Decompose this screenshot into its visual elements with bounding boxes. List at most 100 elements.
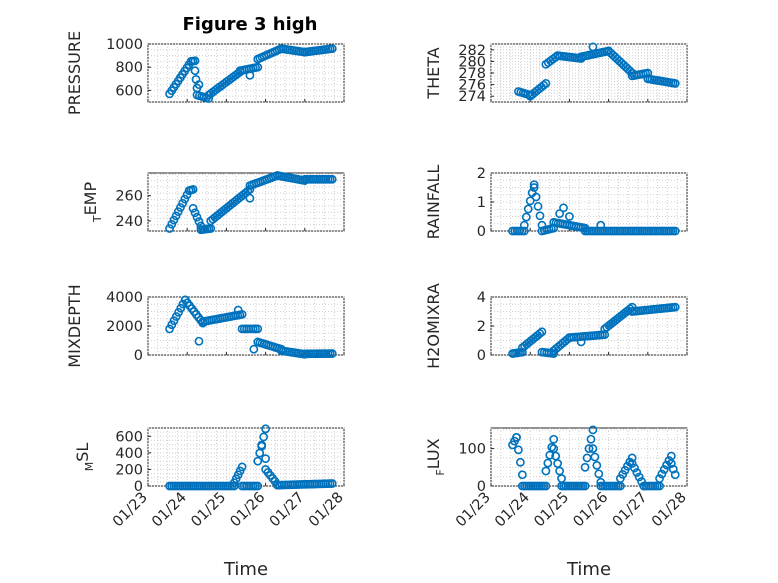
data-point [171, 211, 181, 221]
data-point [541, 466, 551, 476]
data-point [190, 208, 200, 218]
data-point [592, 461, 602, 470]
data-point [596, 220, 606, 230]
y-tick-label: 2000 [106, 319, 143, 335]
data-point [253, 456, 263, 466]
data-point [245, 70, 255, 80]
y-tick-label: 0 [477, 224, 486, 240]
y-axis-label: MSL [73, 443, 96, 472]
y-tick-label: 200 [115, 462, 143, 478]
data-point [537, 220, 547, 230]
y-tick-label: 1000 [106, 37, 143, 53]
y-tick-label: 600 [115, 429, 143, 445]
subplot-mixdepth: 0 2000 4000 MIXDEPTH [65, 284, 345, 368]
data-point [519, 226, 529, 236]
data-point [576, 337, 586, 347]
series-markers [165, 171, 337, 235]
data-point [657, 469, 667, 479]
data-point [327, 44, 337, 54]
data-point [659, 465, 669, 474]
data-point [257, 441, 267, 451]
data-point [549, 434, 559, 444]
y-axis-label: TEMP [81, 182, 104, 224]
subplot-rainfall: 0 1 2 RAINFALL [424, 165, 688, 240]
data-point [588, 444, 598, 453]
data-point [327, 174, 337, 184]
data-point [237, 462, 247, 472]
data-point [632, 468, 642, 477]
data-point [173, 207, 183, 217]
data-point [245, 184, 255, 194]
x-axis-label: Time [566, 559, 611, 580]
data-point [537, 327, 547, 337]
data-point [541, 79, 551, 88]
y-tick-label: 4 [477, 290, 486, 306]
data-point [549, 223, 559, 233]
grid [147, 427, 345, 487]
data-point [541, 481, 551, 491]
data-point [533, 201, 543, 211]
data-point [590, 452, 600, 462]
data-point [261, 424, 270, 434]
y-tick-label: 274 [458, 89, 486, 105]
data-point [245, 193, 255, 203]
data-point [529, 183, 539, 192]
data-point [194, 336, 204, 346]
data-point [588, 42, 598, 52]
data-point [584, 444, 594, 453]
data-point [630, 463, 639, 473]
y-tick-label: 276 [458, 78, 486, 94]
data-point [523, 204, 533, 214]
data-point [580, 462, 590, 472]
y-axis-label: H2OMIXRA [424, 283, 443, 369]
y-axis-label: PRESSURE [65, 31, 84, 115]
y-tick-label: 800 [115, 60, 143, 76]
series-markers [508, 180, 680, 236]
data-point [539, 80, 549, 90]
data-point [194, 80, 204, 89]
axes-box [147, 427, 345, 487]
data-point [670, 79, 680, 88]
data-point [233, 305, 243, 315]
data-point [535, 211, 545, 221]
series-markers [165, 295, 337, 359]
y-tick-label: 240 [115, 214, 143, 230]
y-tick-label: 282 [458, 43, 486, 59]
data-point [176, 203, 185, 212]
data-point [627, 453, 637, 463]
y-tick-label: 0 [477, 348, 486, 364]
data-point [521, 212, 531, 222]
data-point [580, 481, 590, 491]
data-point [670, 226, 680, 236]
subplot-terr-msl: 020040060001/2301/2401/2501/2601/2701/28… [73, 424, 347, 580]
data-point [512, 432, 521, 442]
data-point [559, 203, 568, 213]
series-markers [514, 42, 680, 101]
y-axis-label: RAINFALL [424, 165, 443, 240]
axes-box [490, 172, 688, 232]
grid [490, 43, 688, 103]
data-point [655, 474, 664, 483]
y-tick-label: 2 [477, 166, 486, 182]
data-point [204, 94, 214, 103]
data-point [525, 196, 535, 206]
y-tick-label: 600 [115, 83, 143, 99]
data-point [586, 434, 596, 444]
data-point [190, 56, 200, 66]
data-point [545, 450, 555, 460]
x-axis-label: Time [223, 559, 268, 580]
data-point [670, 302, 680, 312]
y-tick-label: 400 [115, 446, 143, 462]
data-point [668, 464, 678, 474]
series-markers [508, 425, 680, 491]
y-tick-label: 0 [134, 479, 143, 495]
data-point [190, 66, 200, 76]
data-point [529, 180, 539, 189]
y-tick-label: 278 [458, 66, 486, 82]
y-tick-label: 1 [477, 195, 486, 211]
series-markers [165, 44, 337, 103]
data-point [535, 329, 545, 338]
data-point [547, 442, 557, 452]
